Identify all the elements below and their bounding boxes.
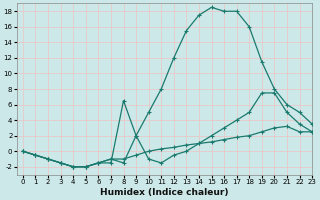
- X-axis label: Humidex (Indice chaleur): Humidex (Indice chaleur): [100, 188, 228, 197]
